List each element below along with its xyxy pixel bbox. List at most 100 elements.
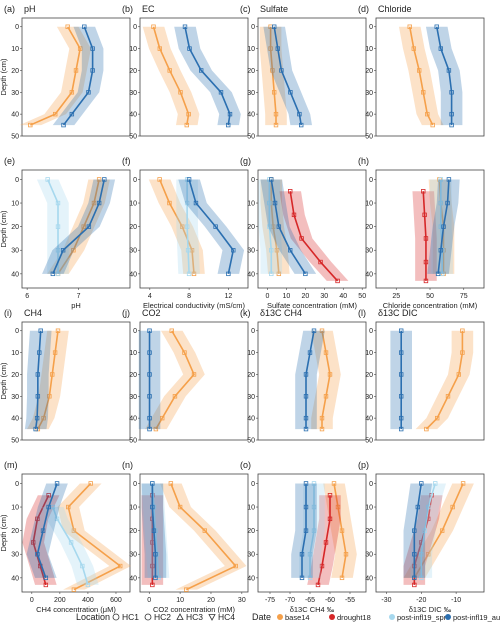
data-point [153, 426, 159, 432]
x-tick-label: 75 [460, 293, 468, 300]
legend-location: HC1 [122, 612, 139, 622]
panel-title: Chloride [378, 4, 412, 14]
y-tick-label: 20 [247, 68, 255, 75]
x-tick-label: 25 [392, 293, 400, 300]
data-point [270, 68, 275, 73]
y-tick-label: 40 [11, 271, 19, 278]
x-tick-label: -70 [285, 597, 295, 604]
data-point [191, 372, 197, 377]
data-point [303, 271, 308, 277]
y-tick-label: 50 [365, 438, 373, 445]
data-point [433, 481, 438, 486]
data-point [172, 394, 178, 399]
y-tick-label: 10 [11, 46, 19, 53]
y-tick-label: 0 [251, 481, 255, 488]
data-point [307, 552, 313, 557]
legend-date: drought18 [337, 613, 371, 622]
data-point [268, 46, 273, 51]
panel-label: (o) [240, 460, 251, 470]
y-tick-label: 20 [365, 372, 373, 379]
data-point [319, 328, 325, 333]
panel-frame [375, 17, 485, 137]
data-point [218, 90, 224, 95]
x-tick-label: 600 [110, 597, 122, 604]
x-tick-label: 6 [25, 293, 29, 300]
data-point [446, 177, 452, 182]
data-point [102, 177, 107, 182]
y-tick-label: 10 [129, 350, 137, 357]
data-point [193, 200, 199, 206]
series-line [29, 26, 81, 126]
data-point [460, 350, 465, 355]
data-point [55, 271, 61, 277]
data-point [55, 248, 61, 253]
data-point [185, 248, 191, 253]
y-tick-label: 20 [247, 372, 255, 379]
data-point [276, 224, 282, 229]
data-point [90, 46, 95, 51]
data-point [434, 24, 439, 29]
series-band [57, 483, 131, 590]
y-tick-label: 40 [365, 271, 373, 278]
data-point [271, 90, 277, 95]
data-point [96, 177, 102, 182]
data-point [168, 481, 174, 486]
x-axis-label: Sulfate concentration (mM) [267, 301, 358, 310]
data-point [47, 394, 52, 399]
data-point [421, 189, 426, 194]
x-tick-label: 30 [320, 293, 328, 300]
data-point [35, 516, 40, 522]
data-point [53, 111, 58, 117]
legend-swatch [277, 614, 283, 620]
legend-date: post-infl19_spr [397, 613, 447, 622]
data-point [55, 328, 61, 333]
y-tick-label: 40 [129, 416, 137, 423]
data-point [50, 372, 55, 377]
data-point [117, 563, 123, 569]
data-point [231, 248, 236, 253]
data-point [227, 111, 233, 117]
y-tick-label: 0 [369, 24, 373, 31]
data-point [151, 528, 157, 533]
data-point [327, 372, 333, 377]
data-point [291, 212, 297, 218]
data-point [398, 426, 404, 432]
data-point [303, 504, 309, 510]
data-point [407, 24, 412, 29]
x-tick-label: -65 [305, 597, 315, 604]
y-tick-label: 30 [129, 394, 137, 401]
data-point [213, 224, 218, 229]
data-point [55, 200, 61, 206]
data-point [426, 552, 431, 557]
y-tick-label: 10 [129, 201, 137, 208]
data-point [267, 224, 272, 229]
data-point [331, 481, 337, 486]
data-point [273, 122, 279, 128]
data-point [456, 372, 461, 377]
data-point [422, 212, 427, 218]
x-tick-label: 0 [266, 293, 270, 300]
data-point [182, 24, 188, 29]
y-tick-label: 40 [247, 416, 255, 423]
y-tick-label: 10 [365, 505, 373, 512]
legend-marker-triangle-down [208, 614, 216, 621]
series-band [307, 495, 341, 585]
data-point [33, 426, 38, 432]
data-point [343, 552, 349, 557]
data-point [438, 248, 443, 253]
data-point [61, 122, 66, 128]
data-point [69, 90, 75, 95]
y-tick-label: 40 [365, 575, 373, 582]
y-tick-label: 40 [365, 416, 373, 423]
y-tick-label: 20 [129, 68, 137, 75]
data-point [441, 224, 446, 229]
panel-e: 0 10 20 30 40 6 7 (e) pH Depth (cm) [0, 156, 131, 310]
data-point [323, 540, 329, 545]
x-tick-label: 40 [339, 293, 347, 300]
series-line [52, 179, 106, 275]
x-axis-label: δ13C CH4 ‰ [290, 605, 335, 614]
panel-title: δ13C CH4 [260, 308, 302, 318]
data-point [398, 372, 404, 377]
data-point [88, 481, 93, 486]
series-band [42, 179, 116, 274]
